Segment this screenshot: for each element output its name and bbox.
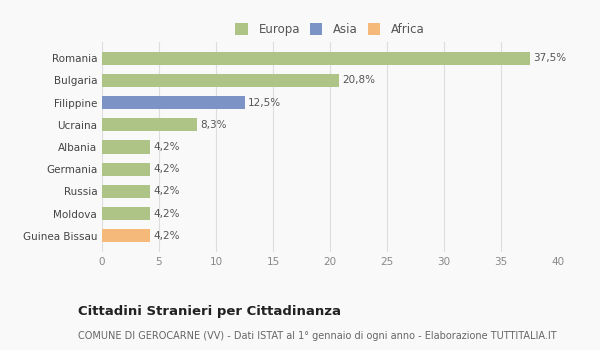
- Text: COMUNE DI GEROCARNE (VV) - Dati ISTAT al 1° gennaio di ogni anno - Elaborazione : COMUNE DI GEROCARNE (VV) - Dati ISTAT al…: [78, 331, 557, 341]
- Bar: [102, 162, 150, 176]
- Text: 4,2%: 4,2%: [154, 164, 180, 174]
- Bar: [102, 74, 339, 87]
- Text: Cittadini Stranieri per Cittadinanza: Cittadini Stranieri per Cittadinanza: [78, 304, 341, 317]
- Text: 4,2%: 4,2%: [154, 209, 180, 219]
- Text: 4,2%: 4,2%: [154, 142, 180, 152]
- Text: 8,3%: 8,3%: [200, 120, 227, 130]
- Text: 12,5%: 12,5%: [248, 98, 281, 107]
- Bar: [102, 51, 530, 65]
- Text: 20,8%: 20,8%: [343, 75, 376, 85]
- Bar: [102, 207, 150, 220]
- Bar: [102, 229, 150, 243]
- Bar: [102, 140, 150, 154]
- Legend: Europa, Asia, Africa: Europa, Asia, Africa: [233, 21, 427, 38]
- Bar: [102, 96, 245, 109]
- Text: 4,2%: 4,2%: [154, 187, 180, 196]
- Text: 37,5%: 37,5%: [533, 53, 566, 63]
- Bar: [102, 185, 150, 198]
- Bar: [102, 118, 197, 132]
- Text: 4,2%: 4,2%: [154, 231, 180, 241]
